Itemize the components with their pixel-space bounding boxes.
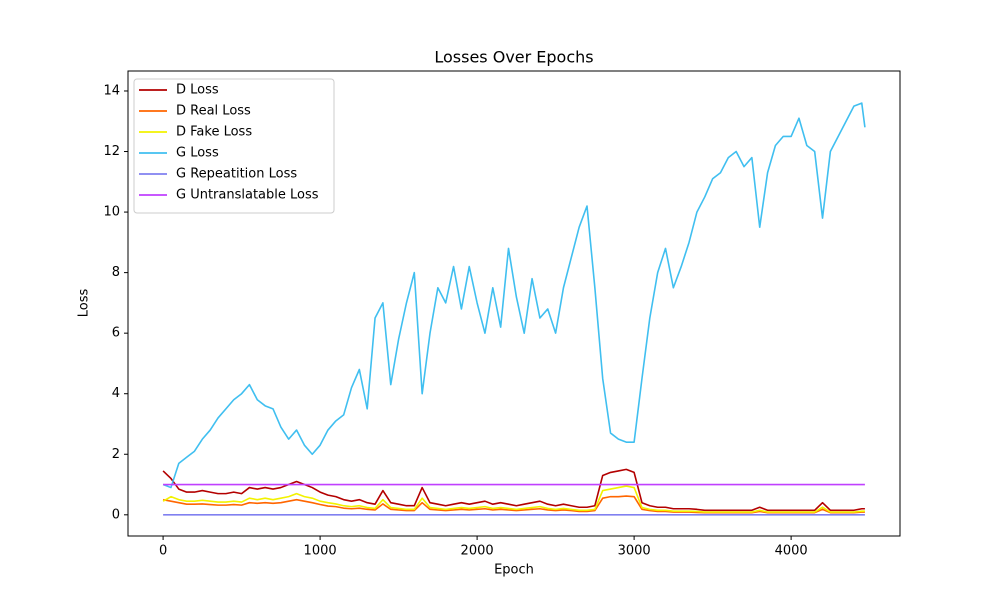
legend-label: D Loss	[176, 83, 219, 98]
y-tick-label: 0	[112, 507, 120, 522]
legend-box	[133, 78, 335, 214]
series-line	[162, 468, 865, 512]
y-tick-label: 10	[103, 205, 120, 220]
y-tick-label: 6	[112, 326, 120, 341]
x-tick-label: 4000	[775, 544, 808, 559]
legend-label: G Untranslatable Loss	[176, 188, 319, 203]
y-tick-label: 14	[103, 83, 120, 98]
legend-label: D Real Loss	[176, 104, 251, 119]
x-axis-label: Epoch	[494, 563, 534, 578]
series-line	[162, 485, 865, 513]
legend: D Loss D Real Loss D Fake Loss G Loss G Repe…	[133, 78, 335, 214]
y-tick-label: 8	[112, 265, 120, 280]
y-tick-label: 12	[103, 144, 120, 159]
chart-title: Losses Over Epochs	[434, 48, 593, 67]
y-tick-label: 2	[112, 447, 120, 462]
x-tick-label: 0	[159, 544, 167, 559]
plot-frame	[127, 70, 901, 537]
legend-label: D Fake Loss	[176, 125, 252, 140]
legend-label: G Repeatition Loss	[176, 167, 297, 182]
series-line	[162, 102, 866, 489]
y-axis-label: Loss	[77, 289, 92, 318]
y-tick-label: 4	[112, 386, 120, 401]
x-tick-label: 3000	[618, 544, 651, 559]
legend-label: G Loss	[176, 146, 219, 161]
x-tick-label: 2000	[461, 544, 494, 559]
x-tick-label: 1000	[304, 544, 337, 559]
